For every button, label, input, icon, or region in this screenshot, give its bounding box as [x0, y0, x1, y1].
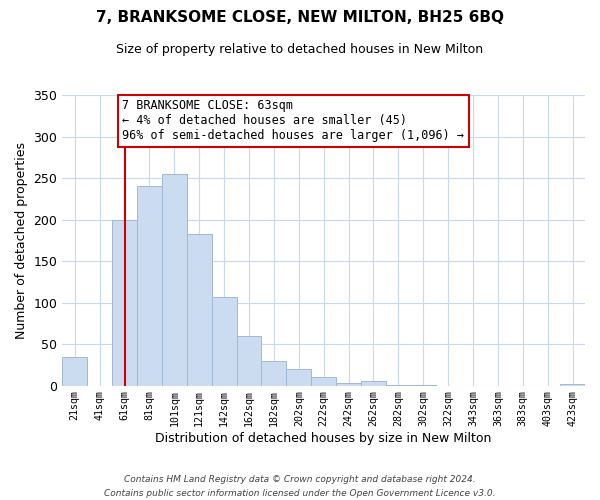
X-axis label: Distribution of detached houses by size in New Milton: Distribution of detached houses by size …	[155, 432, 492, 445]
Bar	[212, 296, 236, 386]
Y-axis label: Number of detached properties: Number of detached properties	[15, 142, 28, 339]
Bar	[112, 220, 137, 386]
Bar	[560, 384, 585, 386]
Text: Size of property relative to detached houses in New Milton: Size of property relative to detached ho…	[116, 42, 484, 56]
Bar	[336, 383, 361, 386]
Bar	[137, 186, 162, 386]
Bar	[386, 385, 411, 386]
Bar	[62, 356, 87, 386]
Bar	[361, 380, 386, 386]
Bar	[311, 378, 336, 386]
Text: 7, BRANKSOME CLOSE, NEW MILTON, BH25 6BQ: 7, BRANKSOME CLOSE, NEW MILTON, BH25 6BQ	[96, 10, 504, 25]
Bar	[262, 360, 286, 386]
Bar	[286, 369, 311, 386]
Bar	[411, 385, 436, 386]
Text: Contains HM Land Registry data © Crown copyright and database right 2024.
Contai: Contains HM Land Registry data © Crown c…	[104, 476, 496, 498]
Bar	[236, 336, 262, 386]
Text: 7 BRANKSOME CLOSE: 63sqm
← 4% of detached houses are smaller (45)
96% of semi-de: 7 BRANKSOME CLOSE: 63sqm ← 4% of detache…	[122, 100, 464, 142]
Bar	[187, 234, 212, 386]
Bar	[162, 174, 187, 386]
